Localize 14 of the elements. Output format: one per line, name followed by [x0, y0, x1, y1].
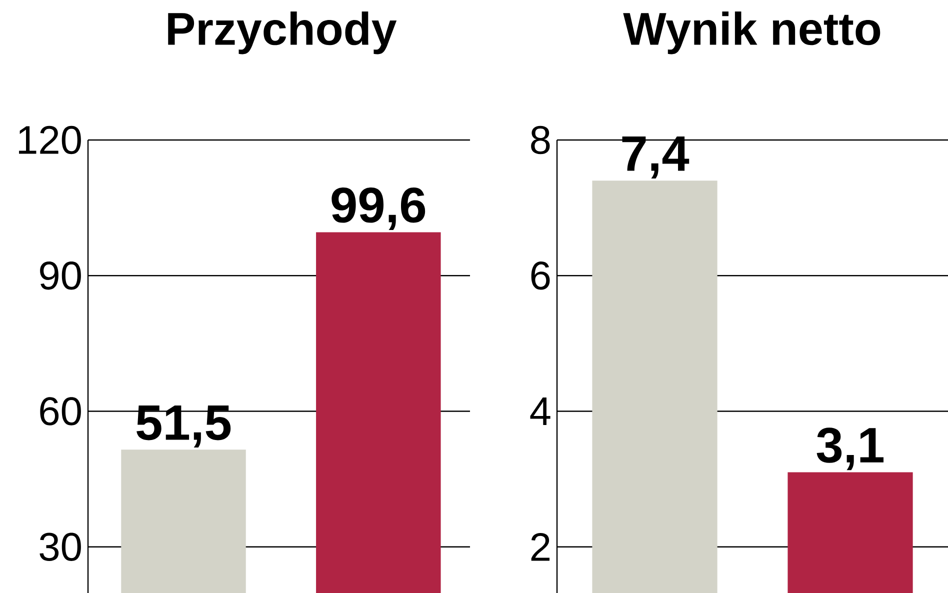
y-tick-label: 90	[40, 262, 81, 290]
y-tick-label: 30	[40, 532, 81, 561]
y-tick-label: 6	[531, 262, 550, 290]
y-tick-label: 8	[531, 126, 550, 154]
data-label: 99,6	[332, 188, 426, 230]
y-tick-label: 120	[19, 126, 81, 154]
chart-title: Przychody	[168, 12, 397, 54]
y-tick-label: 60	[40, 397, 81, 426]
data-label: 51,5	[136, 405, 231, 448]
chart-title: Wynik netto	[623, 12, 880, 54]
data-label: 3,1	[816, 428, 884, 470]
y-tick-label: 4	[530, 398, 550, 425]
y-tick-label: 2	[531, 532, 550, 561]
data-label: 7,4	[622, 136, 690, 178]
